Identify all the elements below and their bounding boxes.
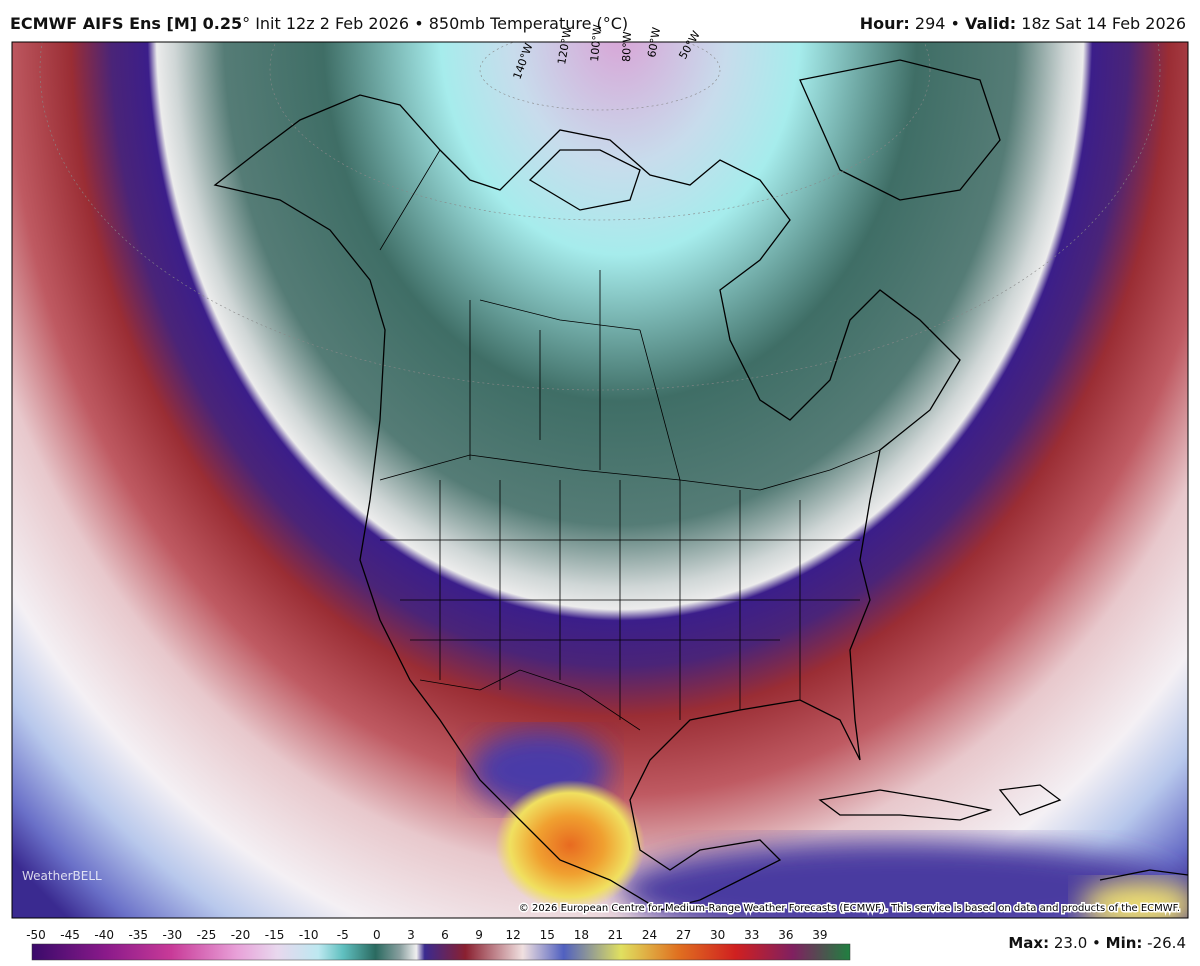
coastlines <box>213 59 1188 911</box>
colorbar-label: -35 <box>128 928 148 942</box>
colorbar-label: -20 <box>231 928 251 942</box>
colorbar-label: 12 <box>506 928 521 942</box>
colorbar <box>31 943 851 961</box>
colorbar-label: 15 <box>540 928 555 942</box>
valid-label: Valid: <box>965 14 1017 33</box>
longitude-label: 60°W <box>645 26 663 58</box>
colorbar-label: -30 <box>163 928 183 942</box>
colorbar-label: 3 <box>407 928 415 942</box>
colorbar-label: 21 <box>608 928 623 942</box>
min: -26.4 <box>1142 934 1186 952</box>
colorbar-label: -45 <box>60 928 80 942</box>
temperature-field <box>12 42 1188 918</box>
hour: 294 • <box>909 14 966 33</box>
colorbar-label: -15 <box>265 928 285 942</box>
longitude-label: 120°W <box>555 26 574 65</box>
colorbar-label: -10 <box>299 928 319 942</box>
colorbar-labels: -50 -45 -40 -35 -30 -25 -20 -15 -10 -5 0 3 6 9 12 15 18 2… <box>26 928 827 942</box>
valid: 18z Sat 14 Feb 2026 <box>1016 14 1186 33</box>
longitude-label: 80°W <box>620 31 634 62</box>
warm-blob <box>1080 880 1188 918</box>
colorbar-label: 36 <box>778 928 793 942</box>
max-label: Max: <box>1008 934 1050 952</box>
warm-blob <box>495 780 645 910</box>
min-label: Min: <box>1105 934 1143 952</box>
logo: WeatherBELL <box>22 869 102 883</box>
extremes: Max: 23.0 • Min: -26.4 <box>1008 934 1186 952</box>
max: 23.0 • <box>1049 934 1106 952</box>
colorbar-label: -50 <box>26 928 46 942</box>
colorbar-label: -25 <box>197 928 217 942</box>
map-frame <box>11 41 1189 919</box>
model-name: ECMWF AIFS Ens [M] 0.25 <box>10 14 243 33</box>
colorbar-label: -40 <box>94 928 114 942</box>
cool-band <box>620 840 1180 918</box>
hour-label: Hour: <box>859 14 910 33</box>
colorbar-label: 18 <box>574 928 589 942</box>
colorbar-label: 33 <box>744 928 759 942</box>
colorbar-label: 39 <box>812 928 827 942</box>
graticule <box>39 42 1161 391</box>
longitude-label: 100°W <box>588 24 604 62</box>
description: ° Init 12z 2 Feb 2026 • 850mb Temperatur… <box>242 14 629 33</box>
colorbar-label: 24 <box>642 928 657 942</box>
colorbar-label: -5 <box>337 928 349 942</box>
colorbar-label: 0 <box>373 928 381 942</box>
valid-time: Hour: 294 • Valid: 18z Sat 14 Feb 2026 <box>860 14 1186 33</box>
colorbar-label: 27 <box>676 928 691 942</box>
colorbar-label: 9 <box>475 928 483 942</box>
title: ECMWF AIFS Ens [M] 0.25° Init 12z 2 Feb … <box>10 14 628 33</box>
credit: © 2026 European Centre for Medium-Range … <box>519 903 1180 914</box>
colorbar-label: 6 <box>441 928 449 942</box>
borders <box>379 149 881 731</box>
colorbar-label: 30 <box>710 928 725 942</box>
